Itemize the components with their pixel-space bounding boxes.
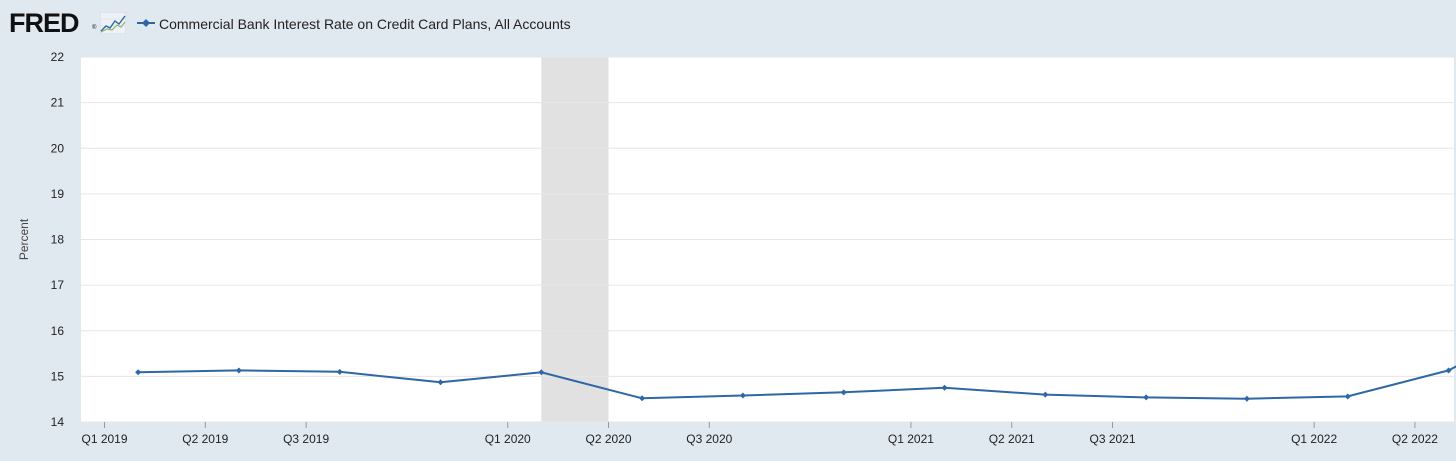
x-tick-label: Q1 2019 (81, 432, 127, 446)
y-axis-ticks: 14 15 16 17 18 19 20 21 22 (51, 50, 65, 429)
x-tick-label: Q2 2022 (1392, 432, 1438, 446)
x-tick-label: Q2 2021 (989, 432, 1035, 446)
x-tick-label: Q1 2020 (485, 432, 531, 446)
grid-lines (81, 56, 1454, 423)
data-point[interactable] (941, 384, 948, 391)
y-axis-label: Percent (17, 218, 31, 260)
x-tick-label: Q1 2022 (1291, 432, 1337, 446)
y-tick-label: 21 (51, 96, 65, 110)
data-point[interactable] (840, 389, 847, 396)
registered-mark: ® (92, 25, 97, 31)
data-point[interactable] (639, 395, 646, 402)
x-tick-label: Q2 2019 (182, 432, 228, 446)
y-tick-label: 18 (51, 233, 65, 247)
data-point[interactable] (336, 368, 343, 375)
y-tick-label: 14 (51, 415, 65, 429)
data-point[interactable] (538, 369, 545, 376)
data-point[interactable] (1445, 367, 1452, 374)
y-tick-label: 22 (51, 50, 65, 64)
x-tick-label: Q2 2020 (585, 432, 631, 446)
data-point[interactable] (235, 367, 242, 374)
data-point[interactable] (135, 369, 142, 376)
series-points (135, 367, 1452, 402)
legend-series-label[interactable]: Commercial Bank Interest Rate on Credit … (159, 16, 571, 32)
data-point[interactable] (1143, 394, 1150, 401)
x-axis-ticks: Q1 2019 Q2 2019 Q3 2019 Q1 2020 Q2 2020 Q3 20… (81, 422, 1438, 446)
fred-chart-logo-icon (100, 12, 126, 34)
y-tick-label: 19 (51, 187, 65, 201)
data-point[interactable] (1243, 395, 1250, 402)
legend-series-marker (137, 19, 155, 27)
y-tick-label: 16 (51, 324, 65, 338)
y-tick-label: 17 (51, 278, 65, 292)
chart-header: FRED ® Commercial Bank Interest Rate on … (0, 0, 1456, 48)
y-tick-label: 15 (51, 369, 65, 383)
data-point[interactable] (437, 379, 444, 386)
data-point[interactable] (1344, 393, 1351, 400)
x-tick-label: Q3 2019 (283, 432, 329, 446)
data-point[interactable] (739, 392, 746, 399)
fred-logo[interactable]: FRED (9, 8, 79, 38)
x-tick-label: Q1 2021 (888, 432, 934, 446)
y-tick-label: 20 (51, 141, 65, 155)
data-point[interactable] (1042, 391, 1049, 398)
x-tick-label: Q3 2020 (686, 432, 732, 446)
x-tick-label: Q3 2021 (1089, 432, 1135, 446)
